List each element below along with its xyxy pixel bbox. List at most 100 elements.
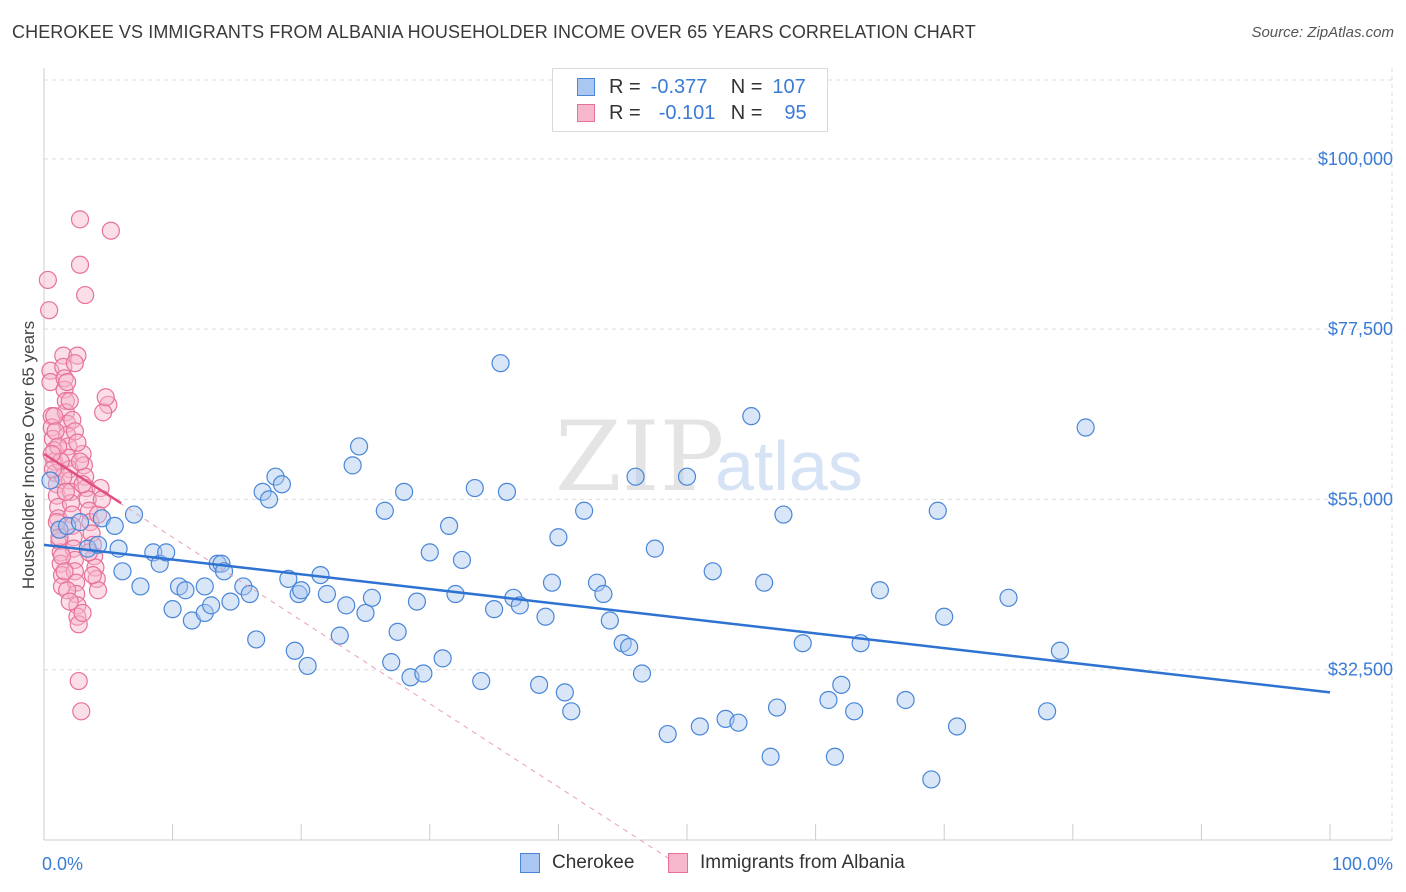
legend-item-albania[interactable]: Immigrants from Albania [668, 852, 905, 874]
cherokee-point [555, 683, 574, 702]
legend-n-value-cherokee: 107 [772, 75, 806, 98]
albania-point [65, 354, 84, 373]
albania-point [58, 581, 77, 600]
cherokee-point [485, 600, 504, 619]
cherokee-point [259, 490, 279, 509]
cherokee-point [549, 528, 568, 547]
albania-point [94, 403, 113, 422]
albania-trend-extended [43, 453, 688, 871]
albania-point [101, 221, 120, 240]
albania-point [83, 565, 102, 585]
albania-point [38, 270, 57, 290]
cherokee-point [221, 592, 240, 611]
cherokee-point [420, 543, 439, 562]
cherokee-point [362, 588, 382, 607]
x-tick-label-start: 0.0% [42, 854, 83, 874]
albania-point [42, 444, 61, 464]
cherokee-point [356, 603, 375, 623]
cherokee-point [562, 702, 581, 721]
legend-n-label: N = [730, 75, 763, 98]
cherokee-point [594, 584, 613, 604]
cherokee-point [755, 573, 774, 592]
cherokee-point [587, 573, 607, 592]
cherokee-point [845, 702, 864, 721]
cherokee-trend-line [43, 543, 1331, 694]
legend-swatch-blue [577, 78, 595, 96]
cherokee-point [298, 656, 317, 676]
legend-r-label: R = [609, 101, 641, 124]
albania-point [96, 388, 115, 407]
albania-point [52, 547, 72, 566]
cherokee-point [690, 717, 709, 736]
cherokee-point [536, 607, 555, 626]
legend-label-cherokee: Cherokee [552, 852, 635, 873]
legend-r-label: R = [609, 75, 641, 98]
albania-point [60, 391, 79, 411]
albania-point [56, 482, 75, 501]
cherokee-point [349, 437, 369, 456]
cherokee-point [658, 724, 677, 744]
cherokee-point [632, 664, 652, 683]
cherokee-point [677, 467, 697, 486]
cherokee-point [832, 675, 851, 694]
y-axis-title: Householder Income Over 65 years [19, 321, 38, 589]
cherokee-point [1037, 702, 1057, 721]
cherokee-point [497, 482, 517, 501]
cherokee-point [600, 611, 619, 630]
cherokee-point [774, 505, 793, 524]
cherokee-point [414, 664, 433, 683]
watermark-zip: ZIP [555, 401, 724, 513]
albania-point [45, 407, 64, 426]
cherokee-point [388, 622, 407, 641]
y-tick-label: $55,000 [1328, 489, 1393, 509]
cherokee-point [272, 475, 292, 494]
cherokee-point [767, 698, 787, 717]
cherokee-point [439, 516, 459, 536]
cherokee-point [202, 596, 221, 615]
cherokee-point [330, 626, 349, 645]
cherokee-point [343, 456, 362, 475]
cherokee-point [407, 592, 427, 611]
legend-swatch-albania [668, 853, 688, 873]
source-label: Source: ZipAtlas.com [1251, 24, 1394, 41]
y-tick-label: $77,500 [1328, 319, 1393, 339]
cherokee-point [472, 671, 491, 691]
cherokee-point [337, 596, 356, 615]
cherokee-point [793, 634, 812, 653]
cherokee-point [626, 467, 645, 486]
cherokee-point [922, 770, 941, 789]
cherokee-point [105, 516, 124, 536]
legend-row-albania: R = -0.101 N = 95 [577, 100, 807, 126]
cherokee-point [195, 577, 214, 596]
albania-point [65, 422, 84, 441]
legend-r-value-cherokee: -0.377 [650, 75, 708, 98]
grid-lines [44, 68, 1393, 840]
legend-r-value-albania: -0.101 [658, 101, 716, 124]
albania-point [63, 410, 82, 430]
cherokee-point [292, 581, 311, 600]
cherokee-point [317, 584, 337, 604]
cherokee-point [703, 562, 722, 581]
cherokee-point [465, 478, 484, 498]
albania-point [72, 702, 91, 721]
cherokee-point [870, 581, 890, 600]
cherokee-point [124, 505, 144, 524]
cherokee-point [285, 641, 304, 660]
trend-lines [43, 452, 1331, 871]
albania-point [49, 437, 68, 456]
albania-point [69, 615, 88, 634]
watermark-atlas: atlas [715, 427, 863, 505]
series-cherokee-points [41, 354, 1095, 789]
cherokee-point [761, 747, 780, 766]
series-legend: Cherokee Immigrants from Albania [0, 852, 1406, 878]
cherokee-point [446, 584, 465, 604]
cherokee-point [88, 535, 108, 554]
cherokee-point [375, 501, 394, 520]
cherokee-point [729, 713, 748, 732]
legend-n-label: N = [730, 101, 763, 124]
legend-item-cherokee[interactable]: Cherokee [520, 852, 634, 874]
cherokee-point [163, 600, 182, 619]
chart-title: CHEROKEE VS IMMIGRANTS FROM ALBANIA HOUS… [12, 22, 976, 42]
cherokee-point [491, 354, 510, 373]
y-tick-labels: $32,500 $55,000 $77,500 $100,000 [1318, 149, 1393, 680]
